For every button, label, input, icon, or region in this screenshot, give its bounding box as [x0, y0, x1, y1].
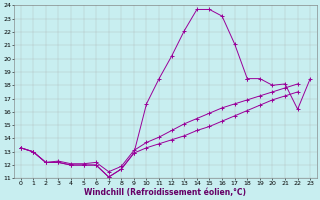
X-axis label: Windchill (Refroidissement éolien,°C): Windchill (Refroidissement éolien,°C)	[84, 188, 246, 197]
